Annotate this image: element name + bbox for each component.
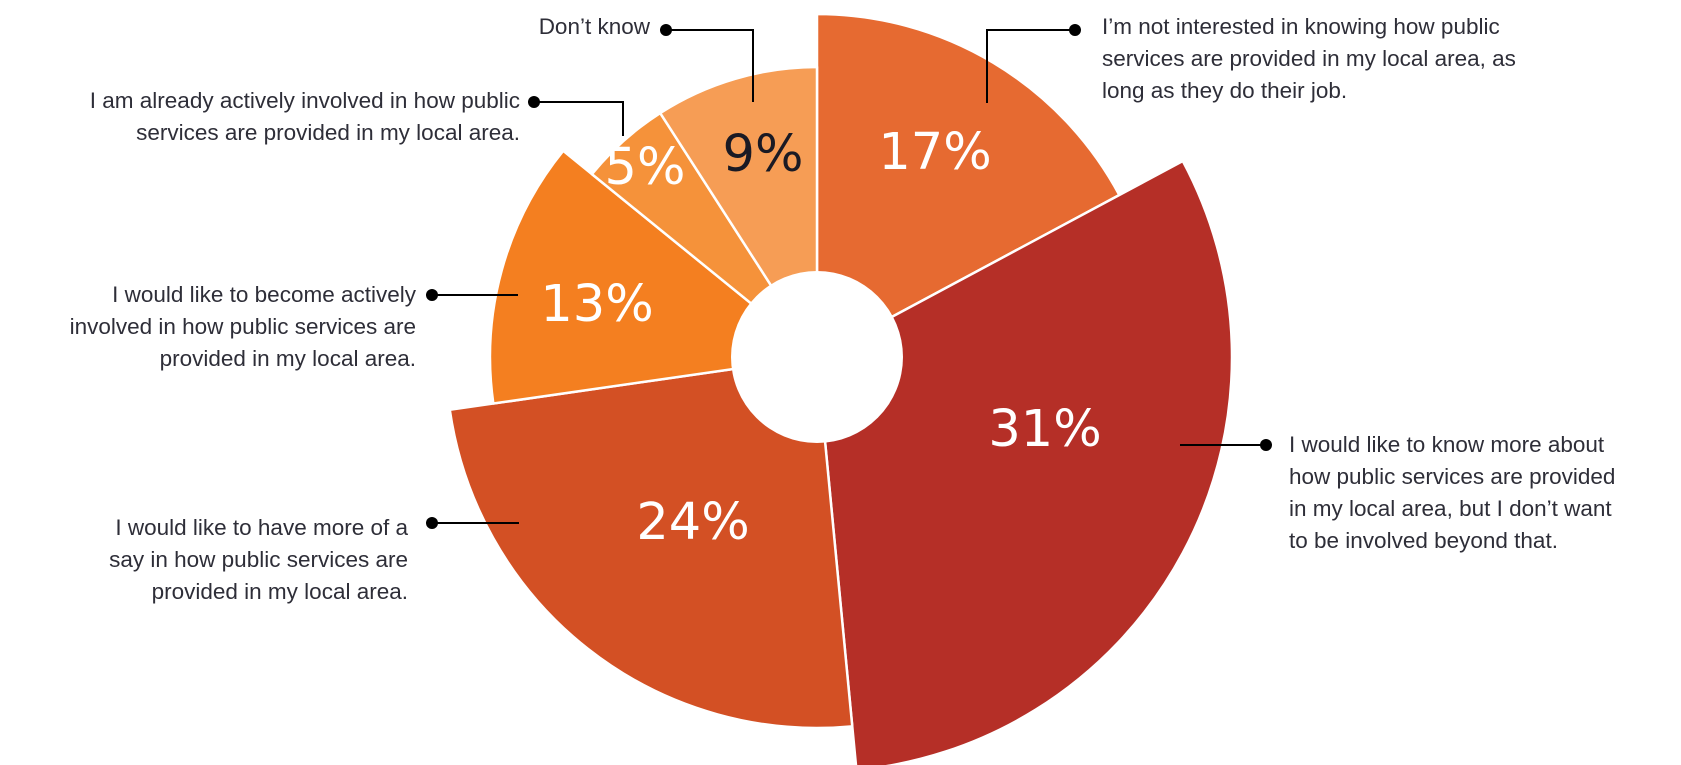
pie-slice-1	[815, 12, 1121, 359]
leader-line-5	[534, 101, 624, 136]
leader-dot-4	[426, 289, 438, 301]
slice-label-2-line-3: in my local area, but I don’t want	[1289, 496, 1612, 521]
slice-label-1-line-1: I’m not interested in knowing how public	[1102, 14, 1500, 39]
slice-label-4-line-2: involved in how public services are	[70, 314, 416, 339]
slice-label-3: I would like to have more of a say in how…	[109, 515, 408, 604]
callouts: I’m not interested in knowing how public…	[70, 14, 1616, 604]
slice-label-2: I would like to know more about how publi…	[1289, 432, 1615, 553]
percent-label-4: 13%	[540, 275, 653, 334]
pie-slice-3	[448, 355, 854, 730]
slice-label-2-line-2: how public services are provided	[1289, 464, 1615, 489]
slice-label-3-line-1: I would like to have more of a	[115, 515, 408, 540]
slice-label-4-line-3: provided in my local area.	[160, 346, 416, 371]
leader-dot-1	[1069, 24, 1081, 36]
percent-label-2: 31%	[988, 400, 1101, 459]
percent-label-3: 24%	[636, 493, 749, 552]
leader-dot-3	[426, 517, 438, 529]
slice-label-1-line-2: services are provided in my local area, …	[1102, 46, 1516, 71]
slice-label-4: I would like to become actively involved …	[70, 282, 417, 371]
slice-label-6: Don’t know	[539, 14, 651, 39]
slice-label-4-line-1: I would like to become actively	[112, 282, 417, 307]
pie-slice-2	[815, 159, 1234, 765]
slice-label-6-line-1: Don’t know	[539, 14, 651, 39]
percent-label-1: 17%	[878, 123, 991, 182]
percent-label-5: 5%	[605, 138, 686, 197]
slice-label-1-line-3: long as they do their job.	[1102, 78, 1347, 103]
leader-dot-2	[1260, 439, 1272, 451]
slice-label-2-line-4: to be involved beyond that.	[1289, 528, 1558, 553]
leader-dot-6	[660, 24, 672, 36]
slice-label-1: I’m not interested in knowing how public…	[1102, 14, 1516, 103]
slice-label-5-line-1: I am already actively involved in how pu…	[90, 88, 520, 113]
slice-label-5-line-2: services are provided in my local area.	[136, 120, 520, 145]
slice-label-5: I am already actively involved in how pu…	[90, 88, 520, 145]
percent-labels: 17% 31% 24% 13% 5% 9%	[540, 123, 1101, 552]
percent-label-6: 9%	[723, 125, 804, 184]
slice-label-3-line-2: say in how public services are	[109, 547, 408, 572]
slice-label-2-line-1: I would like to know more about	[1289, 432, 1605, 457]
leader-line-1	[986, 29, 1075, 103]
slice-label-3-line-3: provided in my local area.	[152, 579, 408, 604]
center-hole	[731, 271, 903, 443]
leader-dot-5	[528, 96, 540, 108]
leader-line-6	[666, 29, 754, 102]
